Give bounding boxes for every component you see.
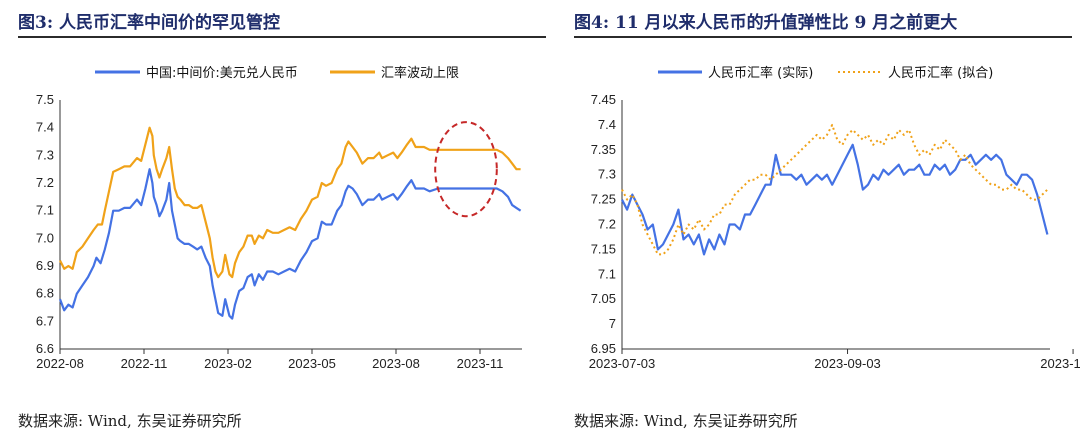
left-y-tick-label: 6.8	[36, 286, 54, 301]
right-y-tick-label: 7.15	[591, 241, 616, 256]
left-y-tick-label: 7.4	[36, 120, 54, 135]
left-series-orange-line	[59, 126, 521, 279]
left-y-tick-label: 7.1	[36, 203, 54, 218]
right-series-blue-line	[621, 143, 1049, 256]
left-series-blue-line	[58, 168, 522, 320]
right-y-tick-label: 6.95	[591, 341, 616, 356]
left-y-tick-label: 7.5	[36, 92, 54, 107]
left-y-tick-label: 6.6	[36, 341, 54, 356]
right-y-tick-label: 7.05	[591, 291, 616, 306]
right-source-note: 数据来源: Wind, 东吴证券研究所	[574, 412, 798, 430]
right-x-tick-label: 2023-09-03	[814, 356, 881, 371]
right-y-tick-label: 7.2	[598, 217, 616, 232]
left-legend-orange-label: 汇率波动上限	[381, 65, 459, 81]
right-y-tick-label: 7	[609, 316, 616, 331]
right-x-tick-label: 2023-11-03	[1040, 356, 1080, 371]
right-y-tick-label: 7.35	[591, 142, 616, 157]
left-y-tick-label: 7.0	[36, 230, 54, 245]
right-legend-orange-label: 人民币汇率 (拟合)	[888, 65, 993, 81]
left-x-tick-label: 2023-08	[372, 356, 420, 371]
left-chart: 6.6 6.7 6.8 6.9 7.0 7.1 7.2 7.3 7.4 7.5 2022-08 202…	[36, 92, 522, 371]
left-panel-title: 图3: 人民币汇率中间价的罕见管控	[18, 13, 281, 33]
right-y-tick-label: 7.25	[591, 192, 616, 207]
left-x-tick-label: 2023-05	[288, 356, 336, 371]
left-y-tick-label: 6.7	[36, 313, 54, 328]
right-y-tick-label: 7.3	[598, 167, 616, 182]
right-y-tick-label: 7.1	[598, 266, 616, 281]
right-x-tick-label: 2023-07-03	[589, 356, 656, 371]
left-y-tick-label: 7.2	[36, 175, 54, 190]
right-legend-blue-label: 人民币汇率 (实际)	[708, 65, 813, 81]
left-x-tick-label: 2023-02	[204, 356, 252, 371]
left-x-tick-label: 2022-11	[121, 356, 168, 371]
right-panel-title: 图4: 11 月以来人民币的升值弹性比 9 月之前更大	[574, 13, 958, 33]
right-chart: 6.95 7 7.05 7.1 7.15 7.2 7.25 7.3 7.35 7.4 7.45 202…	[589, 92, 1080, 371]
left-highlight-ellipse	[434, 121, 498, 218]
left-source-note: 数据来源: Wind, 东吴证券研究所	[18, 412, 242, 430]
left-legend-blue-label: 中国:中间价:美元兑人民币	[146, 66, 298, 81]
right-series-orange-line	[621, 123, 1049, 256]
left-x-tick-label: 2023-11	[457, 356, 504, 371]
right-y-tick-label: 7.4	[598, 117, 616, 132]
left-y-tick-label: 6.9	[36, 258, 54, 273]
right-title-rule	[574, 36, 1072, 38]
left-title-rule	[18, 36, 546, 38]
right-y-tick-label: 7.45	[591, 92, 616, 107]
left-y-tick-label: 7.3	[36, 147, 54, 162]
left-x-tick-label: 2022-08	[36, 356, 84, 371]
